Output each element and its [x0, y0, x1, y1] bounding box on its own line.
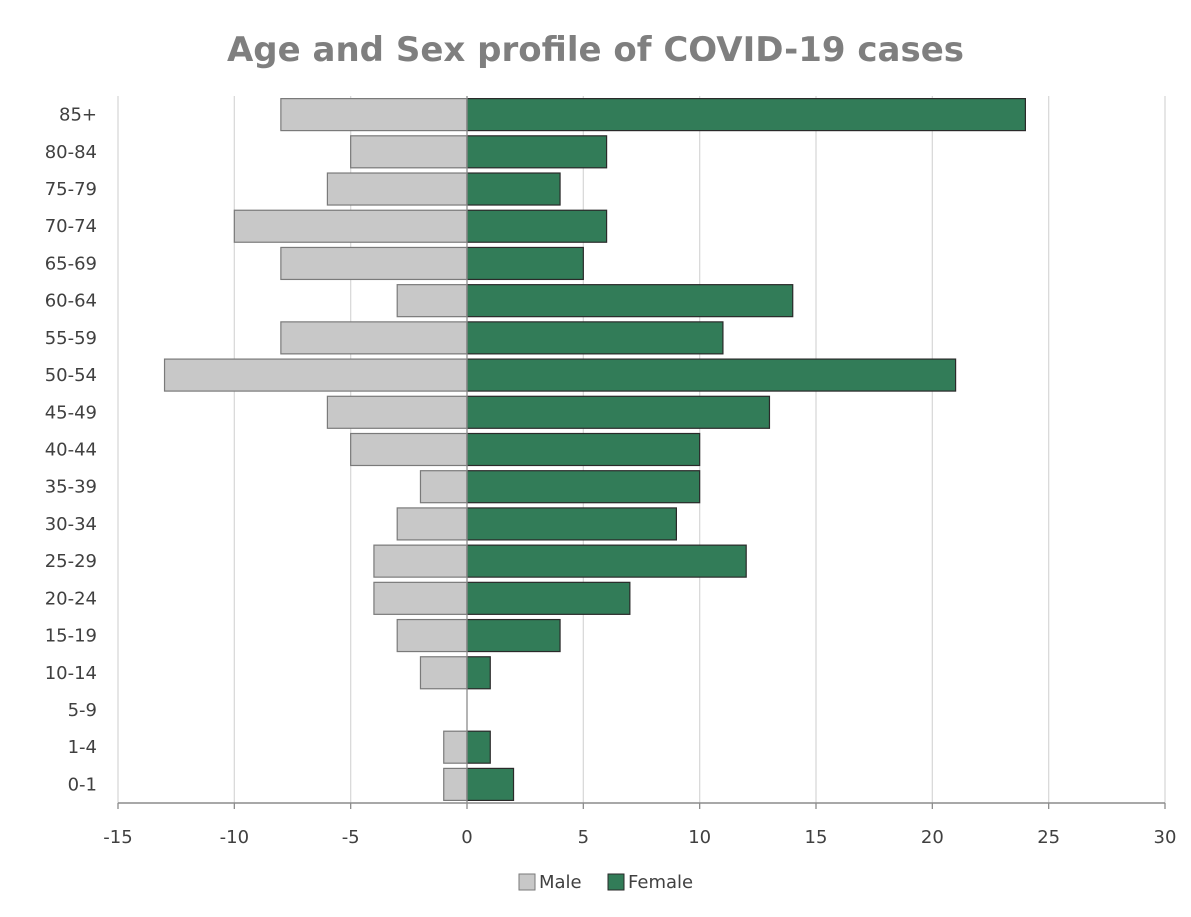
- axes: -15 -10 -5 0 5 10 15 20 25 30 0-1 1-4 5-9 10-14 15-19 2…: [45, 96, 1177, 848]
- bar-male: [443, 767, 468, 801]
- bar-female: [466, 432, 701, 467]
- bar-male: [419, 470, 468, 504]
- y-tick-label: 0-1: [68, 774, 97, 795]
- y-tick-label: 45-49: [45, 402, 97, 423]
- bar-male: [163, 358, 468, 392]
- y-tick-label: 20-24: [45, 588, 97, 609]
- x-tick-label: -5: [342, 827, 360, 848]
- bar-male: [280, 246, 468, 281]
- y-tick-label: 85+: [59, 105, 97, 126]
- bar-female: [466, 618, 561, 653]
- x-tick-label: 5: [578, 827, 589, 848]
- bar-female: [466, 767, 515, 801]
- x-tick-label: 30: [1154, 827, 1177, 848]
- bar-male: [350, 135, 468, 169]
- bar-female: [466, 507, 677, 541]
- x-tick-label: -15: [103, 827, 132, 848]
- y-tick-label: 65-69: [45, 253, 97, 274]
- y-tick-label: 70-74: [45, 216, 97, 237]
- bar-male: [373, 544, 468, 578]
- x-tick-label: -10: [220, 827, 249, 848]
- legend-swatch-male: [518, 873, 536, 891]
- x-tick-label: 10: [688, 827, 711, 848]
- y-tick-label: 55-59: [45, 328, 97, 349]
- bar-female: [466, 209, 608, 243]
- bar-male: [350, 432, 468, 467]
- y-tick-label: 30-34: [45, 514, 97, 535]
- x-tick-label: 20: [921, 827, 944, 848]
- legend-label-male: Male: [539, 872, 582, 893]
- bar-female: [466, 98, 1027, 132]
- bar-male: [419, 656, 468, 690]
- x-tick-label: 15: [805, 827, 828, 848]
- chart-title: Age and Sex profile of COVID-19 cases: [226, 30, 965, 70]
- bar-male: [280, 98, 468, 132]
- bar-female: [466, 470, 701, 504]
- y-tick-label: 5-9: [68, 700, 97, 721]
- x-tick-label: 0: [461, 827, 472, 848]
- bar-female: [466, 581, 631, 615]
- bar-female: [466, 358, 957, 392]
- y-tick-label: 15-19: [45, 626, 97, 647]
- y-tick-label: 40-44: [45, 440, 97, 461]
- y-tick-label: 25-29: [45, 551, 97, 572]
- bars: [163, 98, 1027, 801]
- bar-female: [466, 284, 794, 318]
- y-tick-label: 50-54: [45, 365, 97, 386]
- bar-female: [466, 321, 724, 355]
- bar-female: [466, 395, 771, 429]
- bar-male: [326, 172, 468, 206]
- y-tick-label: 35-39: [45, 477, 97, 498]
- y-tick-label: 80-84: [45, 142, 97, 163]
- bar-female: [466, 730, 491, 764]
- legend-swatch-female: [607, 873, 625, 891]
- x-tick-label: 25: [1037, 827, 1060, 848]
- y-tick-label: 10-14: [45, 663, 97, 684]
- bar-female: [466, 246, 584, 281]
- bar-male: [326, 395, 468, 429]
- bar-male: [396, 618, 468, 653]
- legend: Male Female: [518, 872, 693, 893]
- bar-female: [466, 135, 608, 169]
- y-tick-label: 1-4: [68, 737, 97, 758]
- bar-male: [396, 507, 468, 541]
- y-tick-label: 75-79: [45, 179, 97, 200]
- bar-male: [233, 209, 468, 243]
- bar-male: [396, 284, 468, 318]
- legend-label-female: Female: [628, 872, 693, 893]
- bar-female: [466, 172, 561, 206]
- bar-male: [443, 730, 468, 764]
- y-tick-label: 60-64: [45, 291, 97, 312]
- bar-male: [280, 321, 468, 355]
- bar-male: [373, 581, 468, 615]
- bar-female: [466, 656, 491, 690]
- bar-female: [466, 544, 747, 578]
